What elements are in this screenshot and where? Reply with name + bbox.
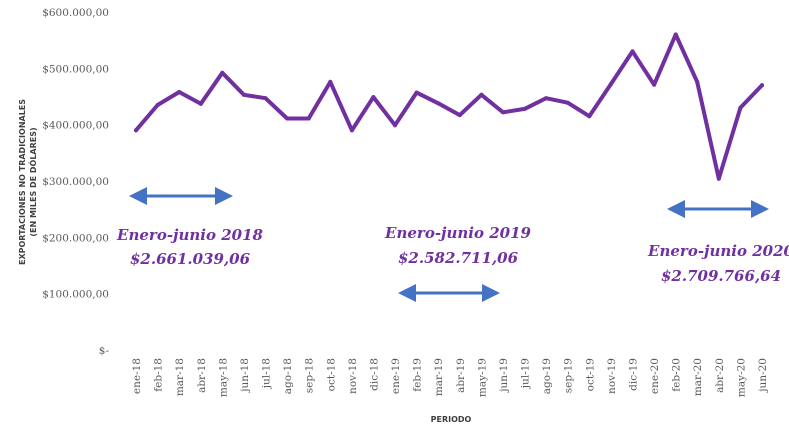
x-tick-label: oct-18: [325, 358, 337, 391]
data-point: [371, 95, 376, 100]
data-point: [436, 101, 441, 106]
y-axis-label: EXPORTACIONES NO TRADICIONALES: [18, 99, 27, 265]
y-tick-label: $200.000,00: [42, 232, 109, 244]
y-tick-label: $300.000,00: [42, 176, 109, 188]
x-tick-label: mar-19: [433, 358, 445, 396]
x-tick-label: may-20: [735, 358, 747, 397]
x-axis-label: PERIODO: [431, 415, 472, 424]
x-tick-label: ene-20: [649, 358, 661, 394]
x-tick-label: may-18: [217, 358, 229, 397]
data-point: [349, 128, 354, 133]
period-title: Enero-junio 2018: [116, 226, 263, 244]
x-tick-label: jul-18: [261, 358, 273, 390]
data-point: [522, 106, 527, 111]
x-tick-label: oct-19: [584, 358, 596, 391]
data-point: [198, 101, 203, 106]
x-tick-label: may-19: [476, 358, 488, 397]
period-total: $2.661.039,06: [130, 250, 251, 268]
data-point: [695, 79, 700, 84]
data-point: [630, 49, 635, 54]
data-point: [220, 70, 225, 75]
x-tick-label: abr-19: [455, 358, 467, 393]
data-point: [652, 82, 657, 87]
x-tick-label: abr-18: [196, 358, 208, 393]
data-point: [544, 96, 549, 101]
period-total: $2.709.766,64: [661, 267, 781, 285]
x-tick-label: sep-19: [563, 358, 575, 393]
data-point: [587, 114, 592, 119]
series-line: [134, 32, 764, 181]
data-point: [457, 113, 462, 118]
data-point: [760, 83, 764, 88]
x-tick-label: dic-19: [627, 358, 639, 391]
x-tick-label: abr-20: [714, 358, 726, 393]
data-point: [241, 92, 246, 97]
period-total: $2.582.711,06: [398, 249, 519, 267]
y-axis-sublabel: (EN MILES DE DÓLARES): [27, 127, 38, 236]
x-tick-label: jun-18: [239, 358, 251, 394]
data-point: [673, 32, 678, 37]
x-tick-label: feb-18: [153, 358, 165, 392]
y-tick-label: $400.000,00: [42, 120, 109, 132]
data-point: [608, 82, 613, 87]
x-tick-label: ago-19: [541, 358, 553, 394]
x-tick-label: ago-18: [282, 358, 294, 394]
period-title: Enero-junio 2020: [647, 242, 789, 260]
x-tick-label: sep-18: [304, 358, 316, 393]
x-tick-label: jun-20: [757, 358, 769, 394]
x-tick-label: mar-20: [692, 358, 704, 396]
data-point: [393, 123, 397, 128]
x-tick-label: ene-18: [131, 358, 143, 394]
x-tick-label: feb-19: [412, 358, 424, 392]
data-point: [501, 110, 505, 115]
data-point: [306, 116, 311, 121]
x-tick-label: ene-19: [390, 358, 402, 394]
data-points: [134, 32, 764, 181]
data-point: [263, 96, 268, 101]
y-tick-labels: $- $100.000,00 $200.000,00 $300.000,00 $400.…: [42, 7, 109, 357]
x-tick-label: jun-19: [498, 358, 510, 394]
data-point: [716, 176, 721, 181]
data-point: [479, 92, 484, 97]
x-tick-label: jul-19: [520, 358, 532, 390]
data-point: [177, 90, 182, 94]
y-tick-label: $500.000,00: [42, 63, 109, 75]
x-tick-label: nov-19: [606, 358, 618, 394]
y-tick-label: $-: [99, 345, 110, 357]
x-tick-labels: ene-18 feb-18 mar-18 abr-18 may-18 jun-18 jul-…: [131, 358, 769, 397]
x-tick-label: feb-20: [671, 358, 683, 392]
data-point: [328, 79, 333, 84]
x-tick-label: nov-18: [347, 358, 359, 394]
data-point: [285, 116, 290, 121]
annotations: Enero-junio 2018 $2.661.039,06 Enero-junio…: [116, 187, 789, 302]
data-point: [134, 128, 138, 133]
data-point: [565, 100, 570, 105]
x-tick-label: mar-18: [174, 358, 186, 396]
data-point: [155, 103, 160, 107]
data-point: [414, 90, 419, 95]
period-title: Enero-junio 2019: [384, 224, 531, 242]
data-point: [738, 105, 743, 110]
y-tick-label: $100.000,00: [42, 289, 109, 301]
y-axis-title: EXPORTACIONES NO TRADICIONALES (EN MILES…: [18, 99, 38, 265]
y-tick-label: $600.000,00: [42, 7, 109, 19]
x-tick-label: dic-18: [368, 358, 380, 391]
